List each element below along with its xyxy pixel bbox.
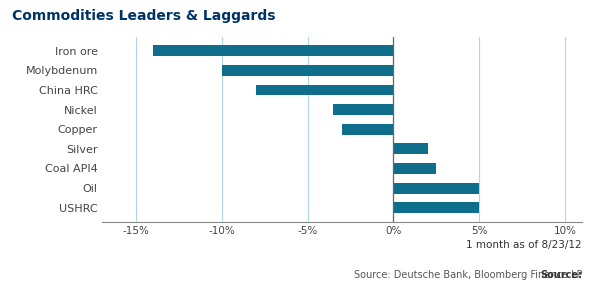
Text: Source:: Source:: [540, 270, 582, 280]
Bar: [334, 104, 394, 115]
Bar: [154, 45, 394, 56]
Bar: [394, 143, 428, 154]
Bar: [222, 65, 394, 76]
Text: Commodities Leaders & Laggards: Commodities Leaders & Laggards: [12, 9, 275, 22]
Bar: [342, 124, 394, 135]
Bar: [394, 202, 479, 213]
Bar: [256, 85, 394, 95]
Text: Source: Deutsche Bank, Bloomberg Finance LP: Source: Deutsche Bank, Bloomberg Finance…: [353, 270, 582, 280]
Bar: [394, 183, 479, 193]
Text: 1 month as of 8/23/12: 1 month as of 8/23/12: [466, 240, 582, 250]
Bar: [394, 163, 436, 174]
